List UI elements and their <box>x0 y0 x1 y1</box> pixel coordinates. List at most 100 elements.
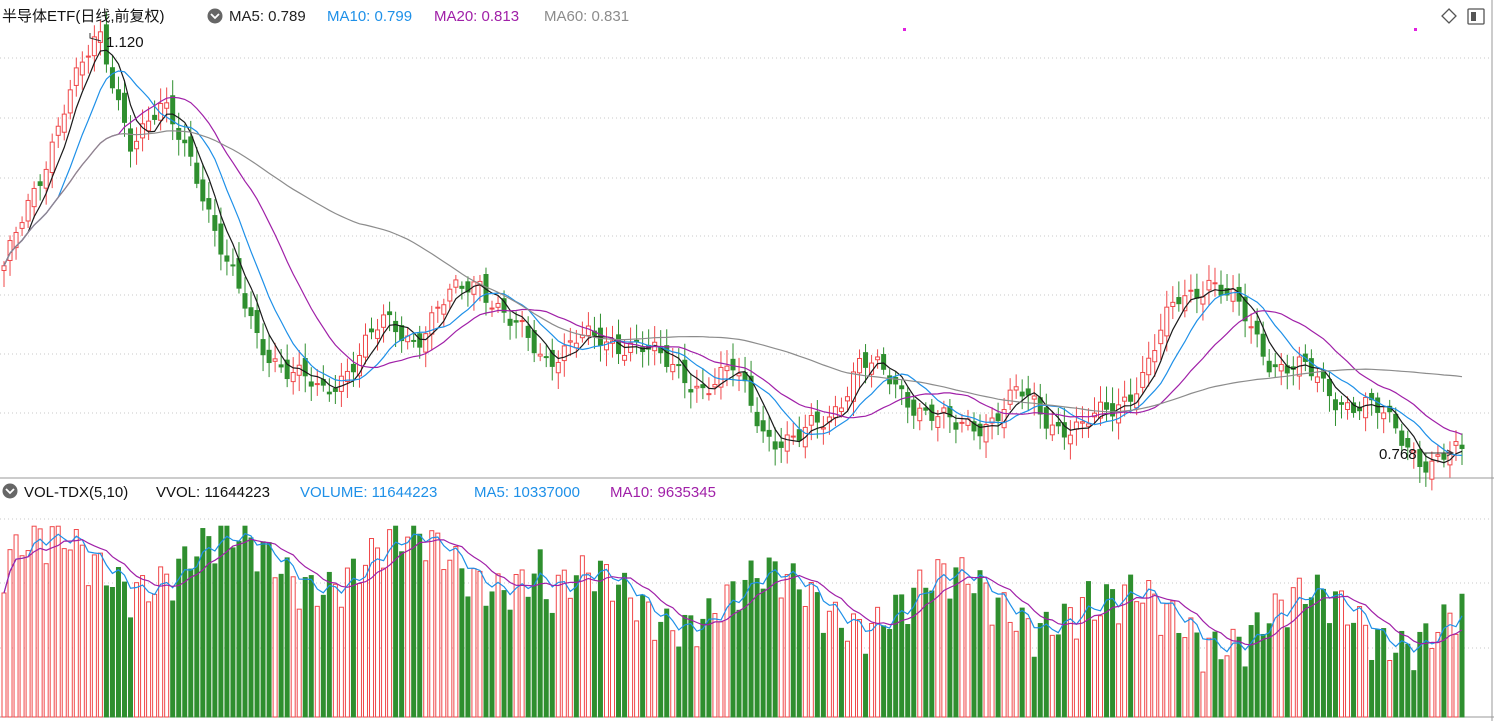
volume-bar-up <box>61 548 67 718</box>
candle-down <box>369 328 375 333</box>
volume-bar-down <box>622 572 628 718</box>
volume-bar-down <box>947 598 953 718</box>
candle-up <box>1073 421 1079 430</box>
volume-bar-down <box>242 525 248 718</box>
volume-bar-up <box>31 525 37 718</box>
volume-bar-up <box>519 569 525 718</box>
volume-bar-down <box>754 578 760 718</box>
candle-up <box>381 314 387 328</box>
volume-bar-down <box>1254 612 1260 718</box>
volume-bar-up <box>91 554 97 718</box>
volume-bar-down <box>531 573 537 718</box>
candle-down <box>513 320 519 323</box>
volume-bar-up <box>1182 637 1188 718</box>
volume-bar-up <box>1435 631 1441 718</box>
diamond-icon[interactable] <box>1441 8 1457 24</box>
candle-down <box>682 359 688 384</box>
volume-bar-down <box>1061 603 1067 718</box>
volume-bar-down <box>1369 659 1375 718</box>
candle-up <box>85 55 91 58</box>
volume-bar-down <box>742 579 748 718</box>
candle-down <box>224 255 230 262</box>
volume-bar-down <box>995 597 1001 718</box>
candle-up <box>706 393 712 396</box>
candle-down <box>387 311 393 316</box>
candle-up <box>134 140 140 150</box>
volume-bar-up <box>850 613 856 718</box>
candle-up <box>555 361 561 374</box>
volume-bar-down <box>796 589 802 718</box>
candle-up <box>1140 372 1146 388</box>
volume-bar-up <box>1200 671 1206 718</box>
volume-bar-down <box>1399 630 1405 718</box>
volume-bar-up <box>332 583 338 718</box>
volume-bar-down <box>459 568 465 718</box>
candle-up <box>435 306 441 309</box>
volume-bar-up <box>1296 577 1302 718</box>
volume-bar-down <box>182 546 188 718</box>
volume-bar-up <box>1206 637 1212 718</box>
volume-bar-up <box>314 605 320 718</box>
volume-bar-down <box>417 533 423 718</box>
svg-text:1.120: 1.120 <box>106 34 144 51</box>
volume-bar-up <box>1429 647 1435 718</box>
candle-down <box>248 307 254 317</box>
volume-bar-down <box>1302 603 1308 718</box>
candle-up <box>73 67 79 86</box>
candle-up <box>838 407 844 412</box>
ma20-value: MA20: 0.813 <box>434 8 519 25</box>
candle-up <box>790 435 796 438</box>
volume-bar-up <box>652 639 658 718</box>
volume-bar-down <box>1332 591 1338 718</box>
volume-bar-down <box>170 600 176 718</box>
volume-bar-up <box>965 583 971 718</box>
candle-up <box>724 365 730 372</box>
candle-down <box>1459 444 1465 449</box>
candle-up <box>1212 282 1218 285</box>
volume-bar-down <box>212 563 218 718</box>
ma20-line <box>3 96 1463 435</box>
volume-bar-up <box>1387 660 1393 718</box>
volume-bar-up <box>712 613 718 718</box>
volume-bar-up <box>694 646 700 718</box>
candle-up <box>61 113 67 133</box>
volume-bar-up <box>513 574 519 718</box>
volume-bar-up <box>164 573 170 718</box>
volume-bar-down <box>1019 607 1025 718</box>
volume-bar-up <box>495 573 501 718</box>
volume-bar-up <box>453 546 459 718</box>
volume-bar-down <box>1212 631 1218 718</box>
candle-down <box>1110 403 1116 417</box>
candle-up <box>712 383 718 388</box>
window-icon[interactable] <box>1467 8 1485 25</box>
ma10-value: MA10: 0.799 <box>327 8 412 25</box>
volume-bar-up <box>1158 634 1164 718</box>
candle-up <box>489 307 495 310</box>
volume-bar-up <box>603 564 609 718</box>
candle-down <box>1417 449 1423 467</box>
volume-bar-up <box>7 549 13 718</box>
candle-down <box>284 359 290 380</box>
volume-bar-up <box>1098 615 1104 718</box>
candle-down <box>1055 421 1061 427</box>
candle-up <box>1381 412 1387 420</box>
candle-up <box>736 373 742 377</box>
candle-up <box>832 406 838 419</box>
circle-chevron-down-icon[interactable] <box>2 483 18 499</box>
candle-down <box>188 136 194 157</box>
volume-bar-up <box>375 547 381 718</box>
circle-chevron-down-icon[interactable] <box>207 8 223 24</box>
volume-bar-up <box>441 569 447 718</box>
volume-bar-down <box>640 594 646 718</box>
volume-bar-up <box>869 623 875 718</box>
candle-down <box>1357 406 1363 412</box>
candle-down <box>772 441 778 450</box>
volume-bar-up <box>670 630 676 718</box>
volume-bar-up <box>1230 628 1236 718</box>
volume-bar-down <box>1260 633 1266 718</box>
candle-up <box>1146 357 1152 376</box>
volume-bar-down <box>1031 656 1037 718</box>
candle-up <box>25 199 31 222</box>
volume-bar-down <box>411 525 417 718</box>
candle-down <box>465 281 471 293</box>
